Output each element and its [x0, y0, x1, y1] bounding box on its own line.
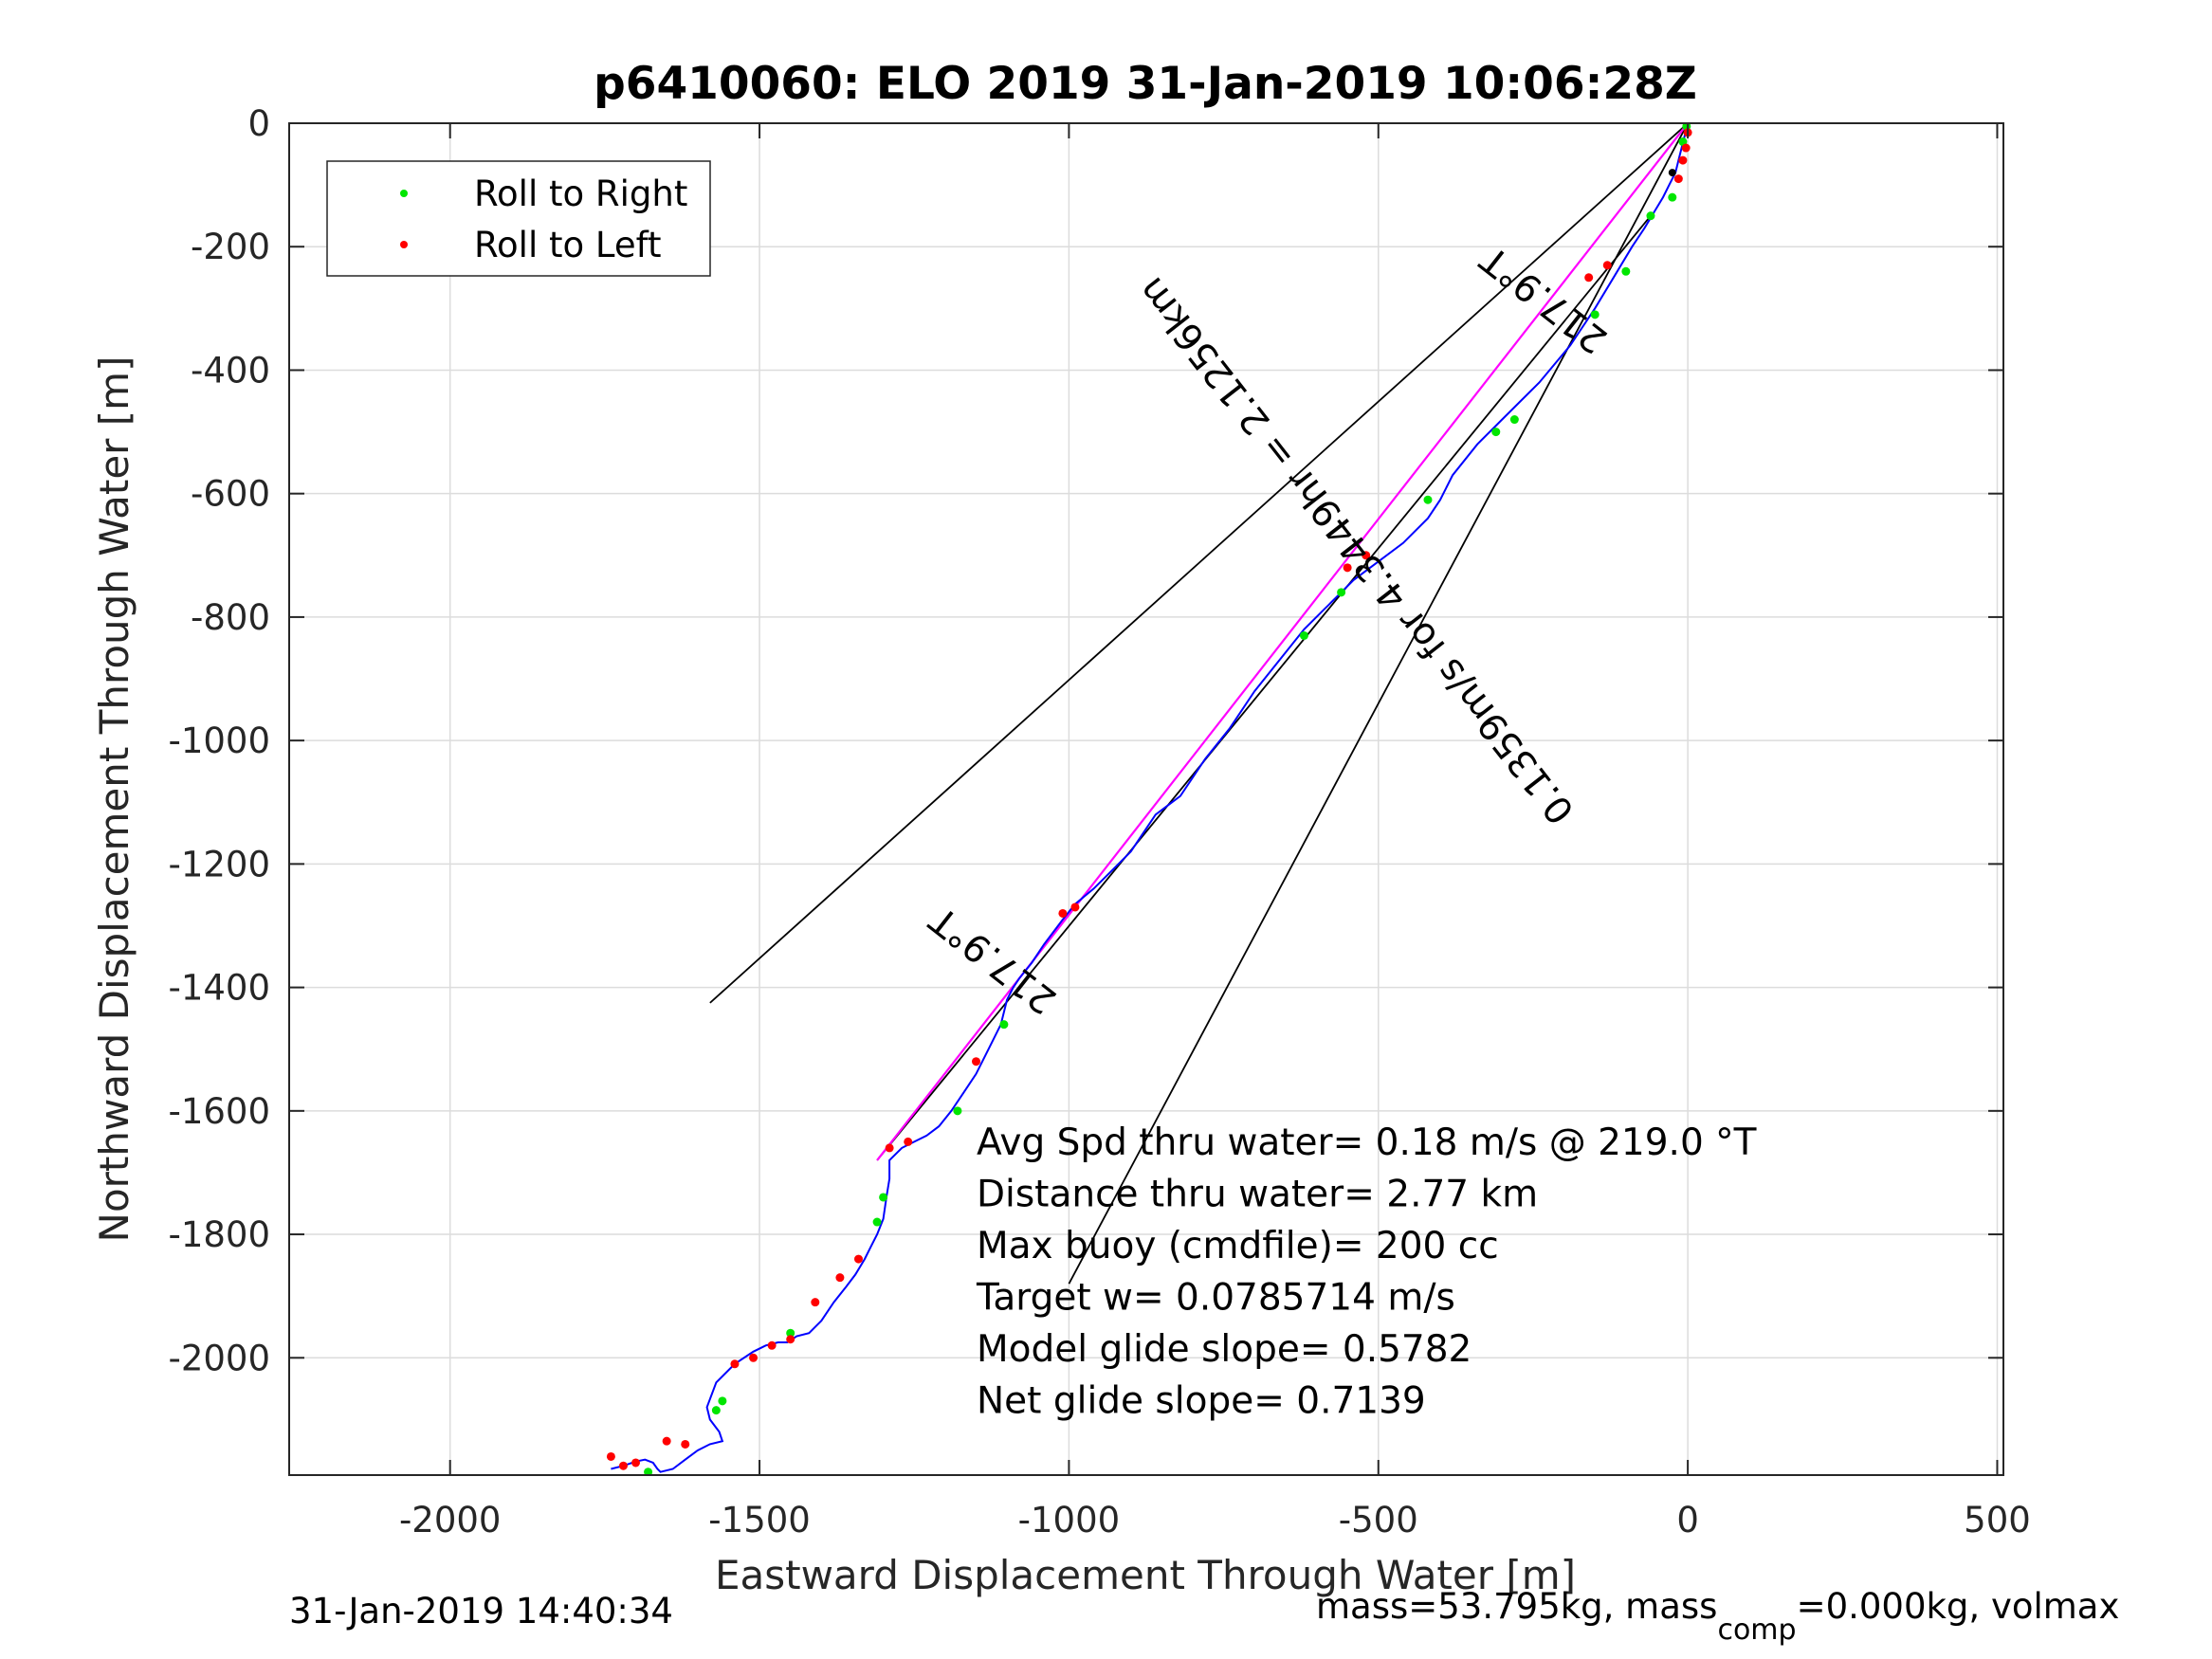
axes-box: [288, 122, 2004, 1476]
roll-right-point: [1621, 266, 1631, 276]
roll-left-point: [1070, 902, 1080, 912]
y-axis-label: Northward Displacement Through Water [m]: [91, 356, 137, 1243]
roll-left-point: [1681, 143, 1691, 153]
target-heading-line: [876, 123, 1689, 1161]
annotation-label: 217.9°T: [923, 898, 1065, 1022]
y-tick-label: -1800: [168, 1214, 270, 1255]
ticks: -2000 -1500 -1000 -500 0 500 0 -200 -400 -600 -800…: [168, 103, 2030, 1540]
footer-mass-text: mass=53.795kg, mass: [1316, 1586, 1717, 1627]
footer-timestamp: 31-Jan-2019 14:40:34: [289, 1591, 673, 1632]
roll-right-point: [786, 1328, 795, 1338]
y-tick-label: -2000: [168, 1338, 270, 1378]
x-axis-label: Eastward Displacement Through Water [m]: [715, 1552, 1576, 1598]
y-tick-label: 0: [247, 103, 270, 144]
roll-left-point: [1678, 155, 1688, 165]
roll-left-point: [1343, 563, 1352, 573]
x-tick-label: 500: [1964, 1500, 2031, 1540]
roll-left-point: [853, 1254, 863, 1264]
x-tick-label: 0: [1676, 1500, 1699, 1540]
y-tick-label: -1600: [168, 1091, 270, 1132]
stats-line: Max buoy (cmdfile)= 200 cc: [977, 1225, 1499, 1267]
roll-right-point: [1646, 211, 1655, 221]
roll-right-point: [1299, 630, 1308, 640]
track-line: [611, 123, 1690, 1473]
roll-right-point: [711, 1406, 721, 1415]
annotation-label: 0.1359m/s for 4.3449hr = 2.1256km: [1130, 269, 1583, 832]
x-tick-label: -1000: [1018, 1500, 1121, 1540]
roll-right-point: [872, 1217, 882, 1227]
chart-title: p6410060: ELO 2019 31-Jan-2019 10:06:28Z: [594, 58, 1697, 110]
roll-left-point: [730, 1359, 740, 1369]
stats-line: Avg Spd thru water= 0.18 m/s @ 219.0 °T: [977, 1121, 1757, 1164]
legend-label-roll-right: Roll to Right: [474, 173, 687, 214]
y-tick-label: -1000: [168, 720, 270, 761]
legend-marker-roll-right: [400, 190, 408, 197]
stats-line: Target w= 0.0785714 m/s: [976, 1277, 1455, 1320]
grid: [289, 122, 2003, 1475]
footer-mass-info: mass=53.795kg, masscomp=0.000kg, volmax: [1316, 1586, 2119, 1647]
roll-right-point: [1491, 428, 1501, 437]
y-tick-label: -1400: [168, 968, 270, 1009]
y-tick-label: -800: [191, 597, 270, 638]
roll-left-point: [811, 1298, 820, 1307]
roll-left-point: [681, 1439, 690, 1449]
roll-left-point: [835, 1273, 845, 1283]
x-tick-label: -1500: [708, 1500, 811, 1540]
roll-right-point: [1423, 495, 1433, 504]
stats-line: Model glide slope= 0.5782: [977, 1328, 1472, 1371]
y-tick-label: -1200: [168, 844, 270, 884]
roll-right-point: [999, 1020, 1009, 1030]
roll-right-point: [879, 1193, 888, 1202]
roll-right-point: [953, 1106, 962, 1116]
stats-line: Net glide slope= 0.7139: [977, 1380, 1426, 1423]
footer-mass-rest: =0.000kg, volmax: [1797, 1586, 2120, 1627]
roll-left-point: [606, 1451, 615, 1461]
x-tick-label: -2000: [399, 1500, 502, 1540]
legend-label-roll-left: Roll to Left: [474, 225, 662, 265]
roll-left-point: [1362, 551, 1371, 560]
roll-right-point: [1509, 415, 1519, 425]
roll-left-point: [1584, 273, 1594, 283]
black-marker-point: [1668, 169, 1676, 177]
roll-left-point: [1673, 174, 1683, 184]
legend-marker-roll-left: [400, 241, 408, 248]
roll-right-point: [718, 1396, 727, 1406]
roll-left-point: [972, 1057, 981, 1066]
roll-left-point: [1058, 908, 1068, 918]
cone-line-1: [1068, 123, 1689, 1285]
stats-line: Distance thru water= 2.77 km: [977, 1174, 1538, 1216]
roll-left-point: [885, 1143, 894, 1153]
roll-left-point: [631, 1458, 641, 1468]
stats-block: Avg Spd thru water= 0.18 m/s @ 219.0 °T D…: [976, 1121, 1757, 1423]
roll-right-point: [1668, 192, 1677, 202]
x-tick-label: -500: [1339, 1500, 1418, 1540]
roll-right-point: [1337, 588, 1346, 597]
roll-right-point: [1590, 310, 1600, 319]
roll-left-point: [904, 1137, 913, 1146]
y-tick-label: -600: [191, 474, 270, 515]
legend-box: [326, 160, 711, 277]
cone-line-0: [709, 123, 1689, 1004]
roll-left-point: [749, 1353, 759, 1362]
cone-line-2: [876, 215, 1652, 1161]
roll-left-point: [1602, 261, 1612, 270]
roll-left-point: [786, 1335, 795, 1344]
roll-left-point: [662, 1436, 671, 1446]
roll-left-point: [767, 1340, 777, 1350]
roll-right-point: [644, 1468, 653, 1475]
y-tick-label: -400: [191, 350, 270, 391]
y-tick-label: -200: [191, 227, 270, 267]
legend: Roll to Right Roll to Left: [326, 160, 711, 277]
roll-left-point: [618, 1461, 628, 1470]
footer-mass-subscript: comp: [1717, 1613, 1796, 1647]
